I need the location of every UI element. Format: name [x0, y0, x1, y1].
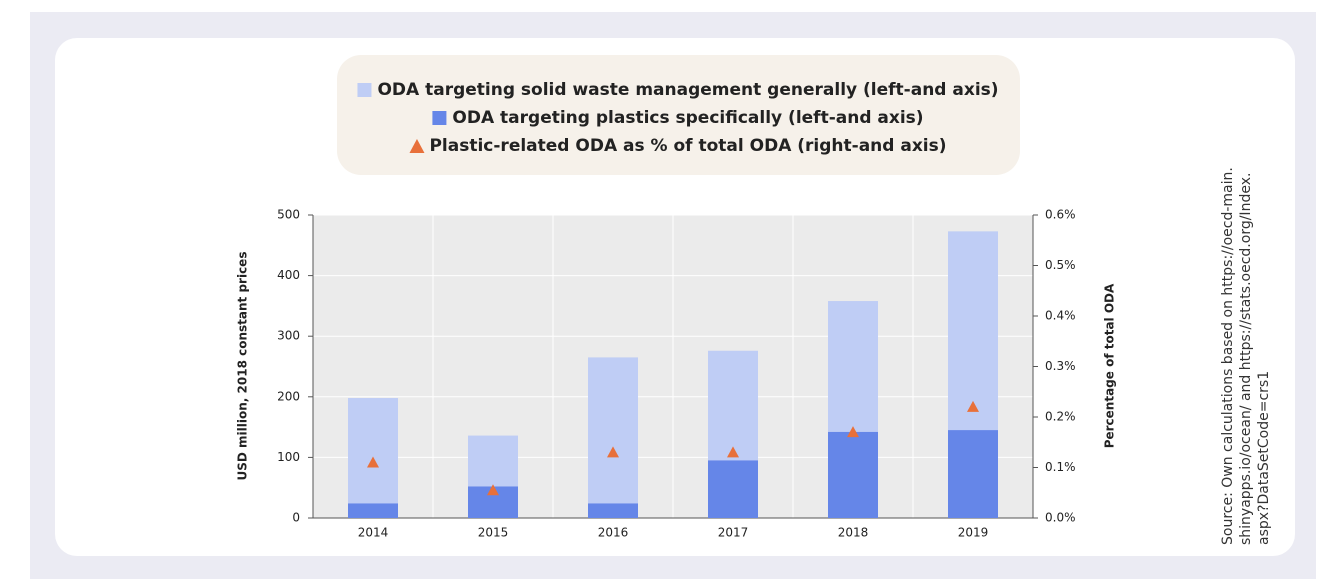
y2-tick-label: 0.0%	[1045, 511, 1076, 525]
marker	[487, 484, 499, 496]
source-line: aspx?DataSetCode=crs1	[1256, 371, 1272, 545]
x-tick-label: 2016	[598, 526, 629, 540]
y-tick-label: 300	[277, 329, 300, 343]
legend-label: Plastic-related ODA as % of total ODA (r…	[429, 136, 946, 156]
y2-tick-label: 0.6%	[1045, 208, 1076, 222]
legend-swatch	[432, 111, 447, 125]
marker	[607, 446, 619, 458]
marker	[367, 456, 379, 468]
bar	[948, 430, 998, 518]
y2-tick-label: 0.2%	[1045, 410, 1076, 424]
bar	[588, 503, 638, 518]
source-line: Source: Own calculations based on https:…	[1220, 167, 1236, 545]
legend-label: ODA targeting solid waste management gen…	[377, 80, 998, 100]
marker	[847, 426, 859, 438]
y-tick-label: 500	[277, 208, 300, 222]
x-tick-label: 2019	[958, 526, 989, 540]
marker	[967, 400, 979, 412]
marker	[727, 446, 739, 458]
y2-tick-label: 0.3%	[1045, 359, 1076, 373]
y-tick-label: 100	[277, 450, 300, 464]
y2-tick-label: 0.1%	[1045, 460, 1076, 474]
bar	[588, 357, 638, 518]
y2-axis-title: Percentage of total ODA	[1103, 283, 1117, 448]
legend-box	[337, 55, 1020, 175]
bar	[828, 431, 878, 518]
y2-tick-label: 0.5%	[1045, 258, 1076, 272]
source-line: shinyapps.io/ocean/ and https://stats.oe…	[1238, 173, 1254, 545]
y-tick-label: 400	[277, 268, 300, 282]
legend-label: ODA targeting plastics specifically (lef…	[452, 108, 923, 128]
legend-swatch	[357, 83, 372, 97]
y2-tick-label: 0.4%	[1045, 309, 1076, 323]
x-tick-label: 2017	[718, 526, 749, 540]
x-tick-label: 2018	[838, 526, 869, 540]
x-tick-label: 2015	[478, 526, 509, 540]
y-tick-label: 0	[292, 511, 300, 525]
y-tick-label: 200	[277, 389, 300, 403]
x-tick-label: 2014	[358, 526, 389, 540]
legend-swatch	[409, 139, 425, 153]
y-axis-title: USD million, 2018 constant prices	[236, 252, 250, 481]
bar	[708, 460, 758, 518]
bar	[348, 503, 398, 518]
